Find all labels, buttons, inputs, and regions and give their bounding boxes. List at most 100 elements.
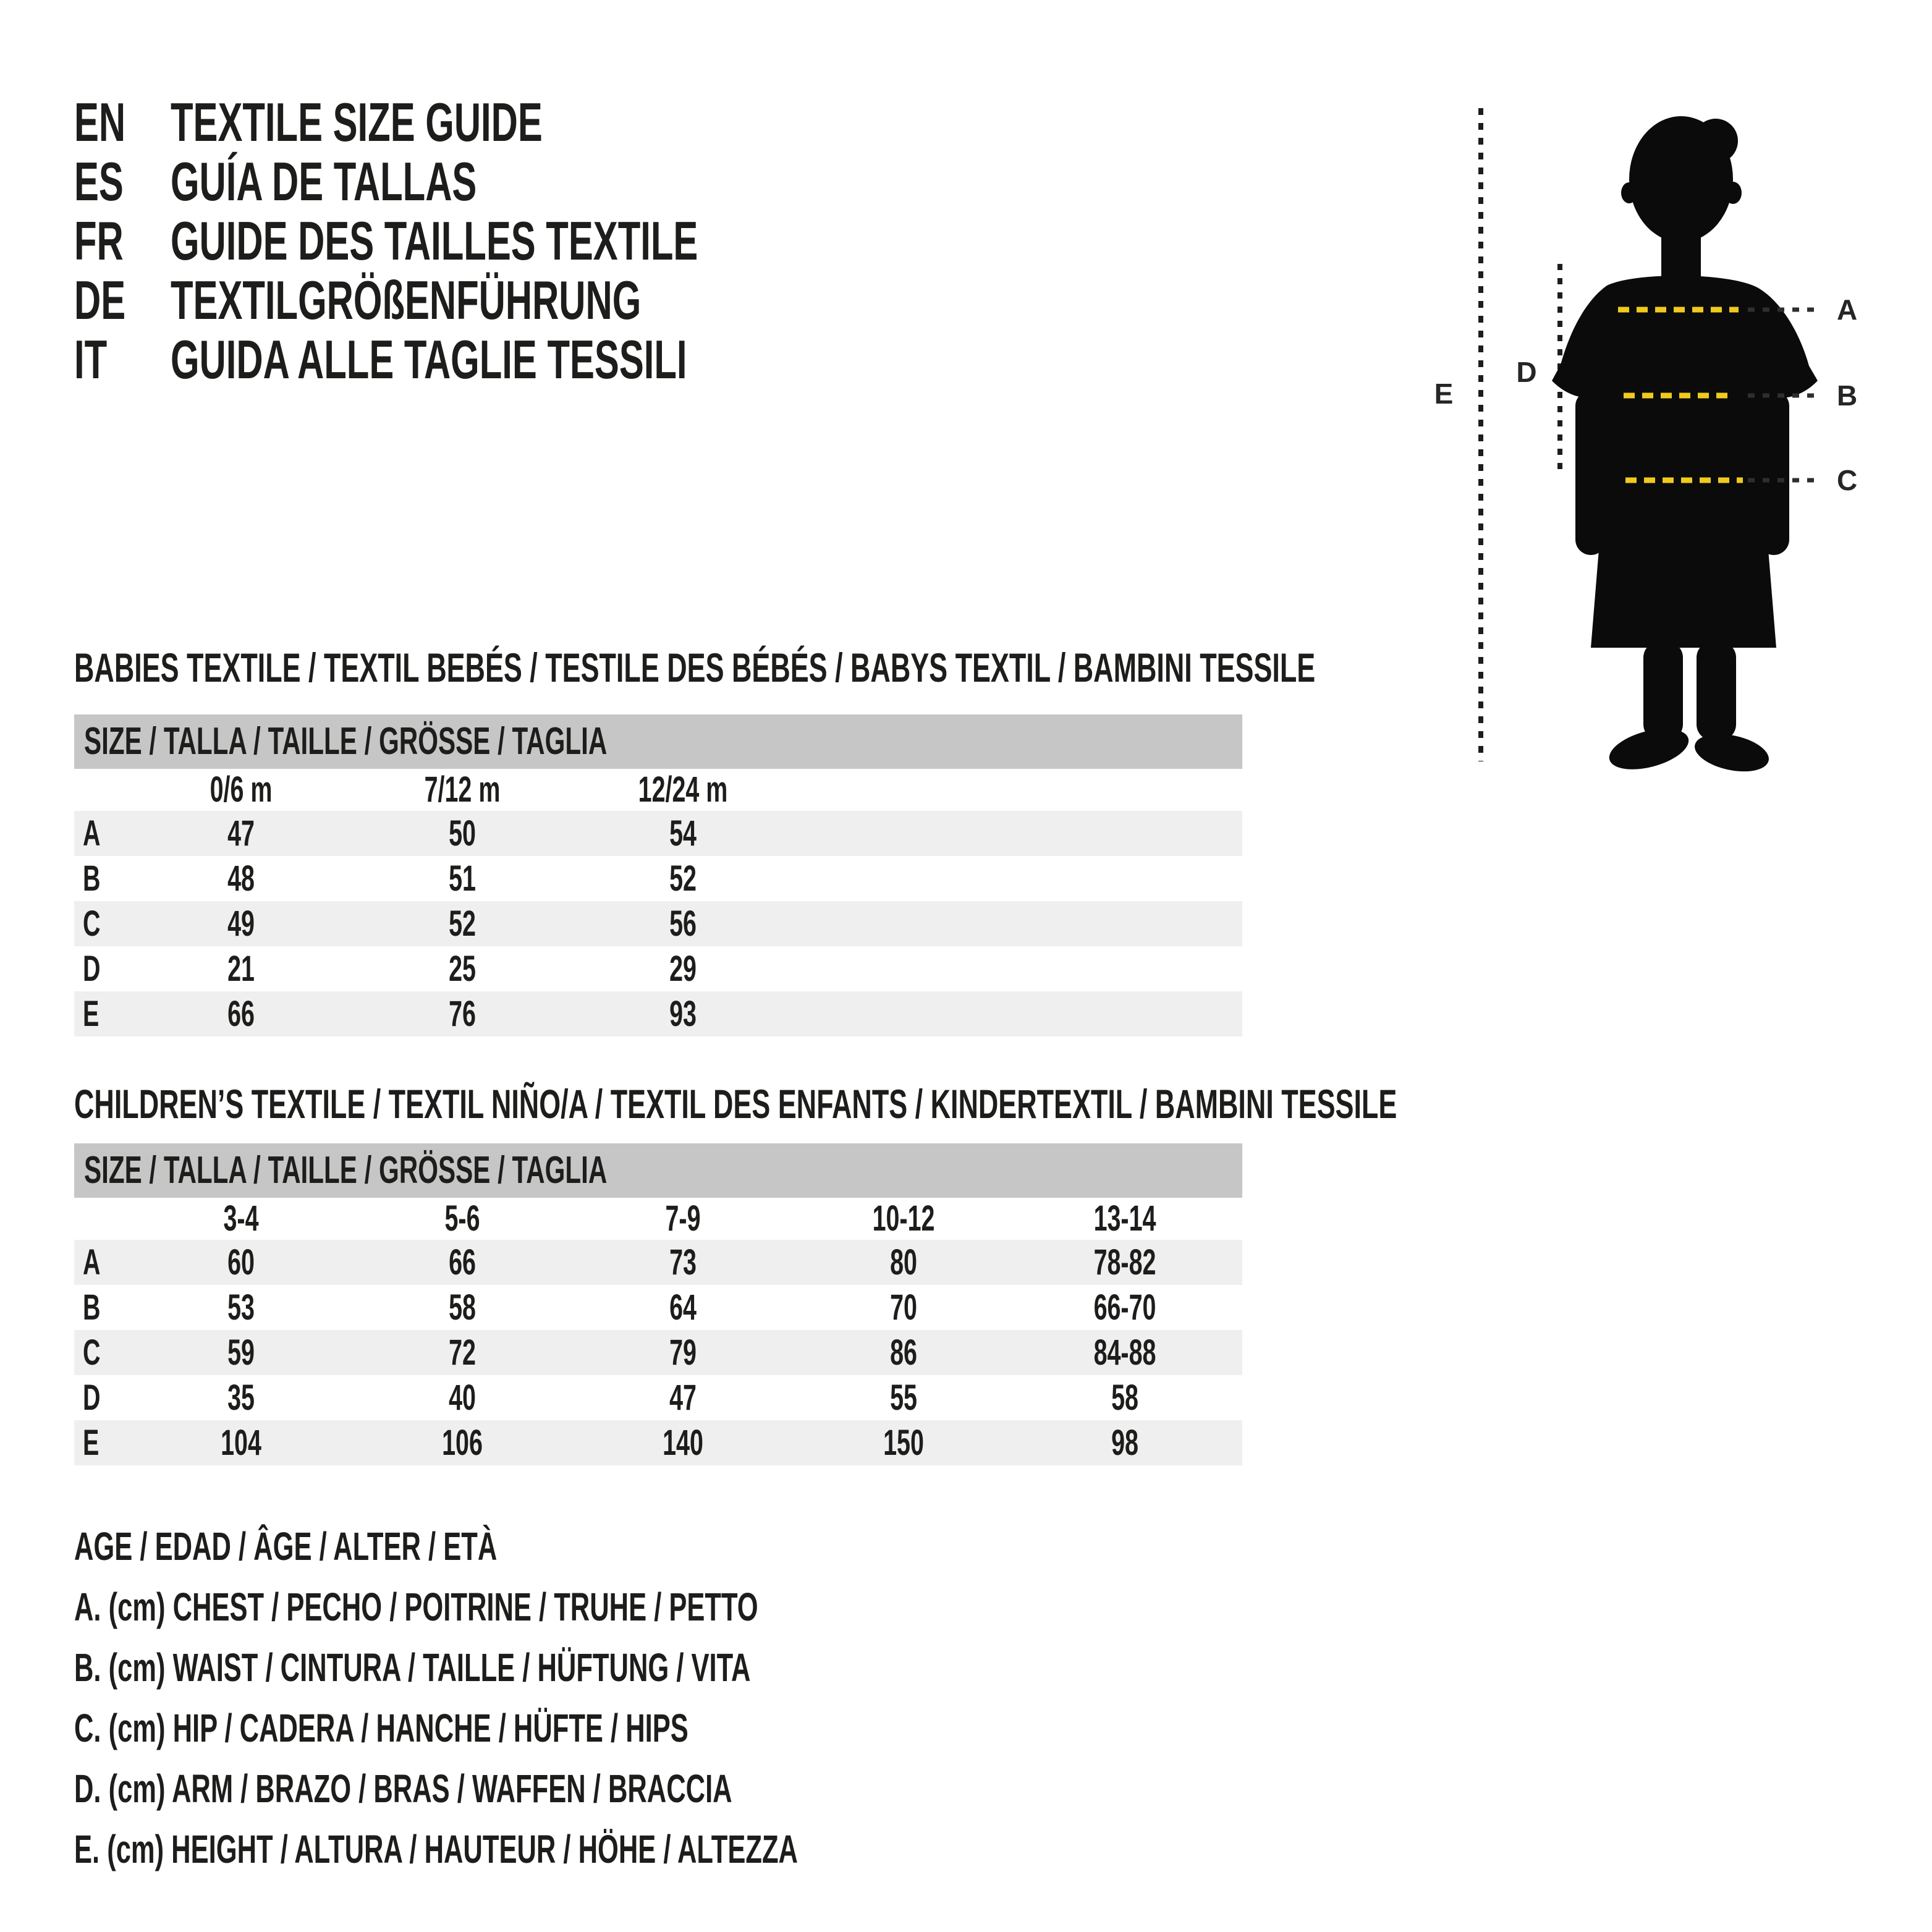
measure-label-e: E	[1434, 378, 1454, 410]
table-cell: 53	[227, 1287, 255, 1328]
children-size-header-bar: SIZE / TALLA / TAILLE / GRÖSSE / TAGLIA	[74, 1143, 1242, 1198]
table-cell: 86	[890, 1332, 917, 1373]
children-column-header: 5-6	[444, 1198, 480, 1239]
table-cell: 52	[669, 858, 697, 899]
table-cell: 84-88	[1093, 1332, 1156, 1373]
table-cell: 21	[227, 949, 255, 989]
table-cell: 66-70	[1093, 1287, 1156, 1328]
table-cell: 47	[669, 1378, 697, 1418]
measure-label-c: C	[1837, 464, 1857, 496]
legend-waist: B. (cm) WAIST / CINTURA / TAILLE / HÜFTU…	[74, 1643, 1069, 1692]
babies-column-header: 7/12 m	[424, 769, 501, 810]
table-cell: 106	[442, 1423, 483, 1463]
child-silhouette	[1552, 116, 1818, 772]
table-cell: 140	[663, 1423, 703, 1463]
table-cell: 40	[449, 1378, 476, 1418]
children-column-header: 10-12	[872, 1198, 935, 1239]
row-label: C	[83, 1332, 101, 1373]
height-measure-line-e: E	[1434, 108, 1483, 761]
table-cell: 55	[890, 1378, 917, 1418]
legend-text: E. (cm) HEIGHT / ALTURA / HAUTEUR / HÖHE…	[74, 1827, 798, 1871]
table-cell: 72	[449, 1332, 476, 1373]
babies-size-header-text: SIZE / TALLA / TAILLE / GRÖSSE / TAGLIA	[84, 720, 608, 763]
table-cell: 58	[449, 1287, 476, 1328]
language-title: GUIDA ALLE TAGLIE TESSILI	[171, 329, 687, 390]
table-cell: 48	[227, 858, 255, 899]
table-cell: 35	[227, 1378, 255, 1418]
language-code: DE	[74, 269, 126, 331]
table-cell: 70	[890, 1287, 917, 1328]
row-label: E	[83, 1423, 100, 1463]
table-cell: 29	[669, 949, 697, 989]
language-code: IT	[74, 329, 108, 390]
babies-column-headers: 0/6 m 7/12 m 12/24 m	[74, 770, 1242, 810]
table-cell: 64	[669, 1287, 697, 1328]
language-code: FR	[74, 210, 124, 271]
language-title: GUIDE DES TAILLES TEXTILE	[171, 210, 698, 271]
legend-arm: D. (cm) ARM / BRAZO / BRAS / WAFFEN / BR…	[74, 1764, 1042, 1813]
row-label: A	[83, 1242, 101, 1282]
legend-text: AGE / EDAD / ÂGE / ALTER / ETÀ	[74, 1524, 498, 1569]
children-column-header: 13-14	[1093, 1198, 1156, 1239]
table-cell: 58	[1111, 1378, 1138, 1418]
children-table-row-c: C 59 72 79 86 84-88	[74, 1330, 1242, 1375]
children-section-heading: CHILDREN’S TEXTILE / TEXTIL NIÑO/A / TEX…	[74, 1079, 1932, 1129]
language-title: GUÍA DE TALLAS	[171, 151, 477, 212]
children-column-header: 3-4	[223, 1198, 259, 1239]
babies-size-header-bar: SIZE / TALLA / TAILLE / GRÖSSE / TAGLIA	[74, 714, 1242, 769]
children-column-header: 7-9	[665, 1198, 701, 1239]
babies-table-row-a: A 47 50 54	[74, 811, 1242, 856]
babies-table-row-d: D 21 25 29	[74, 946, 1242, 991]
table-cell: 47	[227, 813, 255, 854]
table-cell: 51	[449, 858, 476, 899]
table-cell: 98	[1111, 1423, 1138, 1463]
chest-measure-line-a: A	[1618, 294, 1857, 326]
children-table-row-b: B 53 58 64 70 66-70	[74, 1285, 1242, 1330]
row-label: D	[83, 1378, 101, 1418]
babies-table-row-c: C 49 52 56	[74, 901, 1242, 946]
table-cell: 73	[669, 1242, 697, 1282]
table-cell: 59	[227, 1332, 255, 1373]
legend-text: C. (cm) HIP / CADERA / HANCHE / HÜFTE / …	[74, 1706, 688, 1750]
table-cell: 52	[449, 904, 476, 944]
children-heading-text: CHILDREN’S TEXTILE / TEXTIL NIÑO/A / TEX…	[74, 1081, 1397, 1127]
row-label: B	[83, 858, 101, 899]
row-label: C	[83, 904, 101, 944]
children-table-row-a: A 60 66 73 80 78-82	[74, 1240, 1242, 1285]
babies-section-heading: BABIES TEXTILE / TEXTIL BEBÉS / TESTILE …	[74, 643, 1899, 692]
legend-chest: A. (cm) CHEST / PECHO / POITRINE / TRUHE…	[74, 1582, 1080, 1632]
table-cell: 104	[221, 1423, 261, 1463]
legend-age: AGE / EDAD / ÂGE / ALTER / ETÀ	[74, 1522, 696, 1571]
waist-measure-line-b: B	[1624, 379, 1857, 412]
table-cell: 50	[449, 813, 476, 854]
language-code: EN	[74, 91, 126, 153]
table-cell: 78-82	[1093, 1242, 1156, 1282]
children-table-row-d: D 35 40 47 55 58	[74, 1375, 1242, 1420]
legend-text: B. (cm) WAIST / CINTURA / TAILLE / HÜFTU…	[74, 1645, 751, 1690]
table-cell: 93	[669, 994, 697, 1034]
babies-heading-text: BABIES TEXTILE / TEXTIL BEBÉS / TESTILE …	[74, 645, 1316, 690]
table-cell: 80	[890, 1242, 917, 1282]
measure-label-b: B	[1837, 379, 1857, 412]
row-label: B	[83, 1287, 101, 1328]
table-cell: 49	[227, 904, 255, 944]
children-table-row-e: E 104 106 140 150 98	[74, 1420, 1242, 1465]
row-label: E	[83, 994, 100, 1034]
legend-height: E. (cm) HEIGHT / ALTURA / HAUTEUR / HÖHE…	[74, 1824, 1138, 1874]
hip-measure-line-c: C	[1625, 464, 1857, 496]
legend-text: D. (cm) ARM / BRAZO / BRAS / WAFFEN / BR…	[74, 1766, 732, 1811]
measure-label-a: A	[1837, 294, 1857, 326]
row-label: A	[83, 813, 101, 854]
table-cell: 150	[883, 1423, 924, 1463]
child-measurement-diagram: E D A	[1434, 108, 1857, 772]
language-title: TEXTILGRÖßENFÜHRUNG	[171, 269, 642, 331]
babies-table-row-b: B 48 51 52	[74, 856, 1242, 901]
table-cell: 25	[449, 949, 476, 989]
arm-measure-line-d: D	[1516, 264, 1562, 471]
table-cell: 66	[227, 994, 255, 1034]
table-cell: 60	[227, 1242, 255, 1282]
row-label: D	[83, 949, 101, 989]
language-code: ES	[74, 151, 124, 212]
table-cell: 76	[449, 994, 476, 1034]
